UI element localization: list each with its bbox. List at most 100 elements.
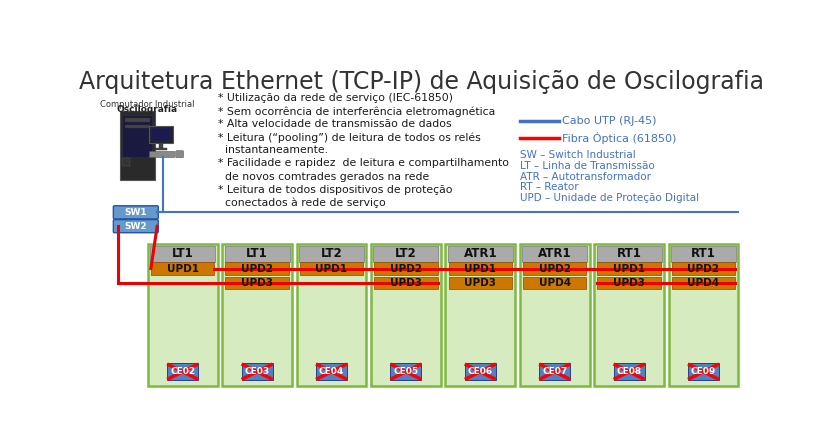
- Bar: [222, 244, 292, 386]
- Bar: [151, 262, 215, 275]
- Bar: [688, 363, 719, 380]
- Bar: [120, 111, 155, 180]
- Text: UPD4: UPD4: [538, 278, 571, 288]
- Bar: [465, 363, 495, 380]
- Bar: [159, 143, 163, 148]
- Text: UPD3: UPD3: [241, 278, 273, 288]
- Bar: [597, 262, 661, 275]
- Bar: [523, 262, 587, 275]
- Text: UPD1: UPD1: [315, 264, 347, 273]
- Text: UPD2: UPD2: [390, 264, 422, 273]
- Text: RT1: RT1: [691, 247, 716, 260]
- Bar: [226, 277, 289, 289]
- Bar: [124, 124, 150, 127]
- Text: CE09: CE09: [690, 367, 716, 376]
- Text: CE05: CE05: [393, 367, 418, 376]
- Text: conectados à rede de serviço: conectados à rede de serviço: [217, 198, 385, 208]
- Bar: [374, 262, 438, 275]
- Text: CE03: CE03: [244, 367, 270, 376]
- FancyBboxPatch shape: [114, 220, 158, 233]
- Bar: [614, 363, 644, 380]
- Bar: [225, 246, 290, 262]
- Text: ATR1: ATR1: [463, 247, 497, 260]
- Bar: [123, 158, 130, 166]
- Text: de novos comtrades gerados na rede: de novos comtrades gerados na rede: [217, 172, 429, 182]
- Text: LT1: LT1: [246, 247, 268, 260]
- Bar: [449, 262, 512, 275]
- Bar: [374, 246, 439, 262]
- Bar: [597, 246, 662, 262]
- Bar: [539, 363, 570, 380]
- Bar: [316, 363, 347, 380]
- Text: UPD1: UPD1: [464, 264, 496, 273]
- Bar: [242, 363, 272, 380]
- Text: LT2: LT2: [395, 247, 416, 260]
- Bar: [523, 277, 587, 289]
- Text: LT – Linha de Transmissão: LT – Linha de Transmissão: [520, 161, 654, 171]
- Text: UPD1: UPD1: [613, 264, 645, 273]
- Bar: [167, 363, 198, 380]
- Text: RT – Reator: RT – Reator: [520, 182, 579, 192]
- Bar: [594, 244, 664, 386]
- Bar: [520, 244, 589, 386]
- Bar: [299, 246, 364, 262]
- Text: UPD3: UPD3: [390, 278, 422, 288]
- Text: * Leitura (“pooling”) de leitura de todos os relés: * Leitura (“pooling”) de leitura de todo…: [217, 132, 481, 143]
- Bar: [371, 244, 441, 386]
- Bar: [150, 246, 216, 262]
- Bar: [150, 151, 174, 157]
- Bar: [150, 126, 173, 143]
- Text: Oscilografia: Oscilografia: [117, 105, 178, 114]
- FancyBboxPatch shape: [114, 206, 158, 219]
- Text: * Alta velocidade de transmissão de dados: * Alta velocidade de transmissão de dado…: [217, 119, 451, 129]
- Bar: [124, 118, 150, 122]
- Bar: [672, 277, 735, 289]
- Text: instantaneamente.: instantaneamente.: [217, 146, 328, 155]
- Text: UPD2: UPD2: [687, 264, 719, 273]
- Bar: [448, 246, 513, 262]
- Text: CE02: CE02: [170, 367, 195, 376]
- Text: CE07: CE07: [542, 367, 567, 376]
- Text: Cabo UTP (RJ-45): Cabo UTP (RJ-45): [562, 116, 657, 126]
- Text: Computador Industrial: Computador Industrial: [100, 100, 194, 109]
- Text: UPD2: UPD2: [241, 264, 273, 273]
- FancyBboxPatch shape: [176, 151, 184, 157]
- Text: Fibra Óptica (61850): Fibra Óptica (61850): [562, 131, 677, 144]
- Text: * Sem ocorrência de interferência eletromagnética: * Sem ocorrência de interferência eletro…: [217, 106, 495, 116]
- Bar: [390, 363, 421, 380]
- Text: Arquitetura Ethernet (TCP-IP) de Aquisição de Oscilografia: Arquitetura Ethernet (TCP-IP) de Aquisiç…: [79, 70, 764, 94]
- Bar: [671, 246, 736, 262]
- Text: ATR – Autotransformador: ATR – Autotransformador: [520, 172, 651, 182]
- Text: UPD – Unidade de Proteção Digital: UPD – Unidade de Proteção Digital: [520, 193, 699, 203]
- Bar: [155, 148, 167, 150]
- Text: UPD2: UPD2: [539, 264, 570, 273]
- Text: UPD3: UPD3: [613, 278, 645, 288]
- Text: UPD1: UPD1: [167, 264, 198, 273]
- Text: SW1: SW1: [124, 208, 147, 217]
- Bar: [296, 244, 366, 386]
- Text: * Utilização da rede de serviço (IEC-61850): * Utilização da rede de serviço (IEC-618…: [217, 93, 453, 103]
- Text: LT1: LT1: [172, 247, 193, 260]
- Text: CE06: CE06: [467, 367, 493, 376]
- Text: UPD3: UPD3: [464, 278, 496, 288]
- Text: LT2: LT2: [321, 247, 342, 260]
- Text: SW2: SW2: [124, 222, 147, 231]
- Bar: [668, 244, 738, 386]
- Bar: [522, 246, 588, 262]
- Text: RT1: RT1: [616, 247, 642, 260]
- Text: CE04: CE04: [319, 367, 344, 376]
- Bar: [672, 262, 735, 275]
- Bar: [151, 127, 171, 141]
- Text: * Leitura de todos dispositivos de proteção: * Leitura de todos dispositivos de prote…: [217, 185, 452, 194]
- Text: SW – Switch Industrial: SW – Switch Industrial: [520, 150, 635, 160]
- Bar: [123, 115, 152, 157]
- Bar: [445, 244, 515, 386]
- Bar: [226, 262, 289, 275]
- Bar: [449, 277, 512, 289]
- Bar: [597, 277, 661, 289]
- Text: UPD4: UPD4: [687, 278, 719, 288]
- Bar: [374, 277, 438, 289]
- Text: CE08: CE08: [616, 367, 642, 376]
- Text: * Facilidade e rapidez  de leitura e compartilhamento: * Facilidade e rapidez de leitura e comp…: [217, 158, 509, 168]
- Text: ATR1: ATR1: [538, 247, 571, 260]
